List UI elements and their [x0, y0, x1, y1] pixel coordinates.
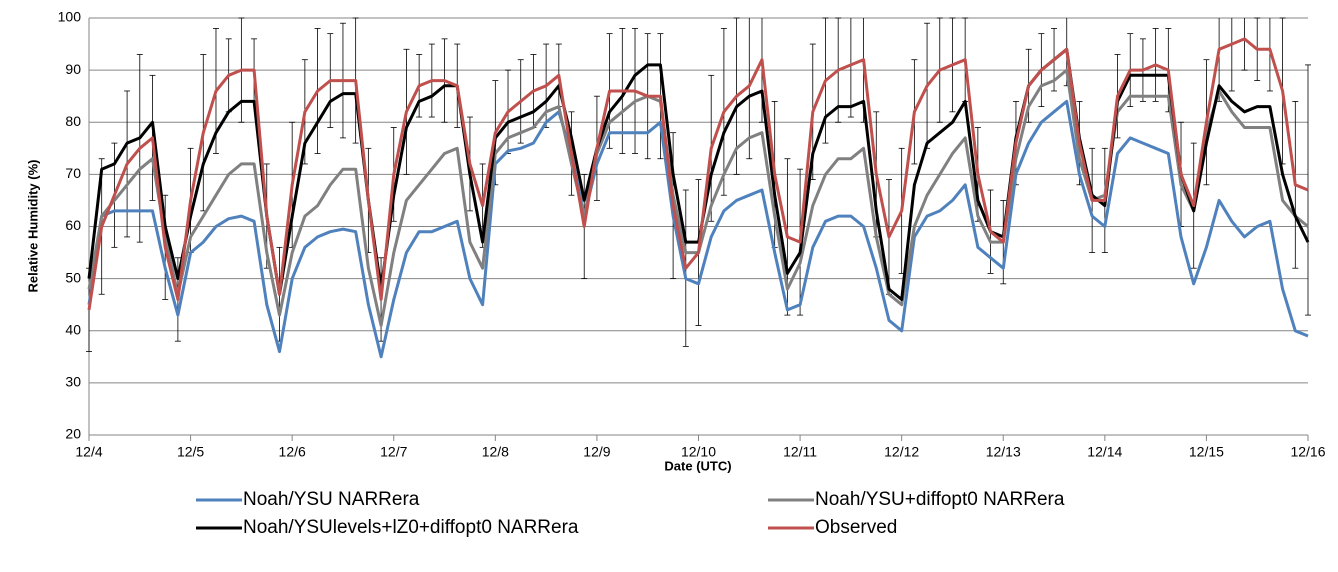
x-tick-label: 12/15 [1189, 444, 1224, 460]
legend-label: Noah/YSU+diffopt0 NARRera [815, 489, 1065, 510]
x-tick-label: 12/8 [482, 444, 509, 460]
x-axis-title: Date (UTC) [664, 458, 731, 473]
x-tick-label: 12/13 [986, 444, 1021, 460]
x-tick-label: 12/9 [583, 444, 610, 460]
y-tick-label: 100 [58, 9, 82, 25]
y-axis-title: Relative Humidity (%) [25, 160, 40, 293]
y-tick-label: 60 [65, 217, 81, 233]
x-tick-label: 12/7 [380, 444, 407, 460]
x-tick-label: 12/6 [279, 444, 306, 460]
x-tick-label: 12/5 [177, 444, 204, 460]
x-tick-label: 12/4 [75, 444, 102, 460]
legend-label: Noah/YSUlevels+lZ0+diffopt0 NARRera [243, 517, 579, 538]
series-line [87, 37, 1309, 311]
x-tick-label: 12/16 [1290, 444, 1325, 460]
x-tick-label: 12/12 [884, 444, 919, 460]
y-tick-label: 70 [65, 165, 81, 181]
y-tick-label: 90 [65, 61, 81, 77]
x-tick-label: 12/11 [783, 444, 817, 460]
legend-label: Noah/YSU NARRera [243, 489, 420, 510]
x-tick-label: 12/10 [681, 444, 716, 460]
series-line [87, 99, 1309, 359]
y-tick-label: 80 [65, 113, 81, 129]
x-tick-label: 12/14 [1087, 444, 1122, 460]
legend-label: Observed [815, 517, 897, 538]
y-tick-label: 20 [65, 426, 81, 442]
y-tick-label: 50 [65, 269, 81, 285]
y-tick-label: 30 [65, 374, 81, 390]
y-tick-label: 40 [65, 321, 81, 337]
